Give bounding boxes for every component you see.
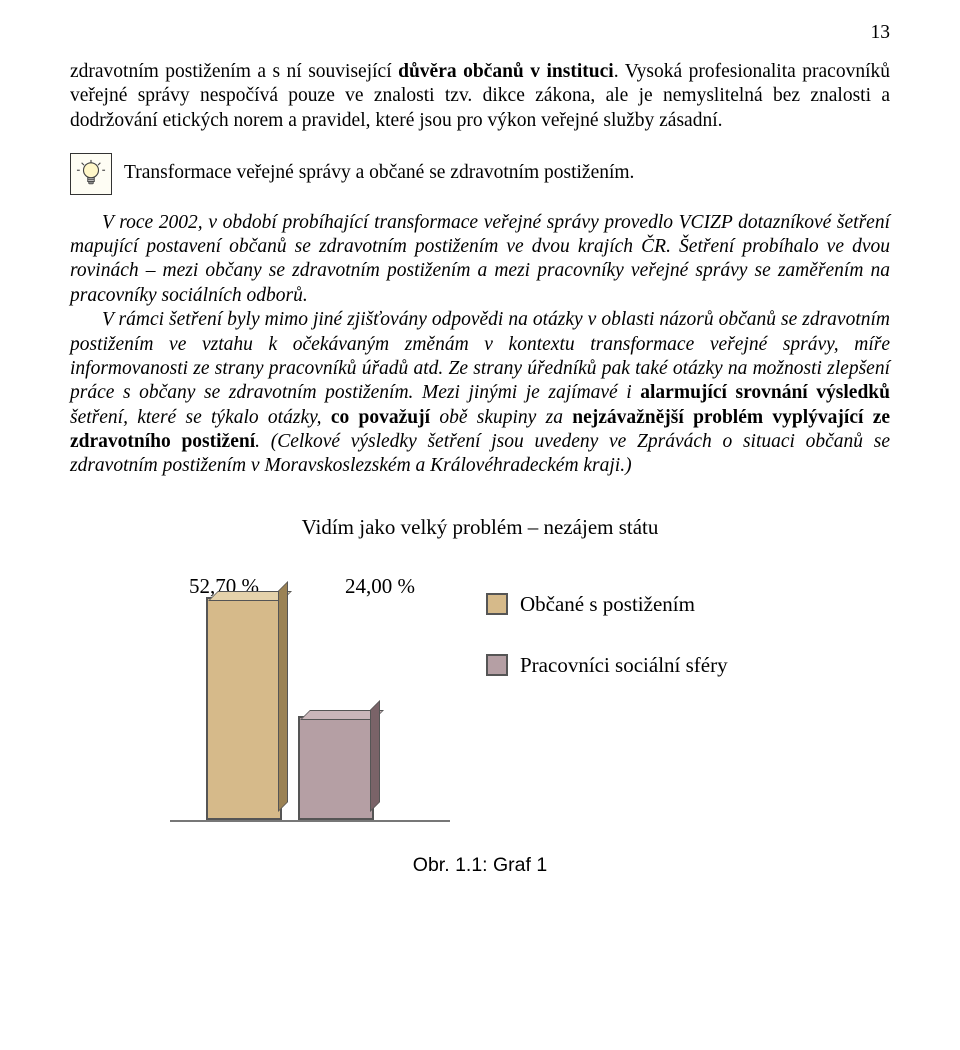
legend: Občané s postižením Pracovníci sociální s…: [486, 592, 728, 714]
bar: [206, 597, 282, 820]
legend-item: Občané s postižením: [486, 592, 728, 617]
text: obě skupiny za: [430, 407, 572, 428]
page-number: 13: [871, 22, 891, 44]
italic-section: V roce 2002, v období probíhající transf…: [70, 211, 890, 479]
bold-text: co považují: [331, 407, 430, 428]
text: šetření, které se týkalo otázky,: [70, 407, 331, 428]
chart-title: Vidím jako velký problém – nezájem státu: [170, 515, 790, 540]
page: 13 zdravotním postižením a s ní souvisej…: [0, 0, 960, 1050]
chart: Vidím jako velký problém – nezájem státu…: [170, 515, 790, 877]
intro-paragraph: zdravotním postižením a s ní související…: [70, 60, 890, 133]
italic-paragraph-1: V roce 2002, v období probíhající transf…: [70, 211, 890, 309]
highlight-row: Transformace veřejné správy a občané se …: [70, 153, 890, 195]
italic-paragraph-2: V rámci šetření byly mimo jiné zjišťován…: [70, 308, 890, 479]
legend-label: Pracovníci sociální sféry: [520, 653, 728, 678]
legend-label: Občané s postižením: [520, 592, 695, 617]
highlight-caption: Transformace veřejné správy a občané se …: [124, 161, 634, 185]
bar: [298, 716, 374, 820]
bold-text: alarmující srovnání výsledků: [640, 382, 890, 403]
chart-area: 52,70 % 24,00 % Občané s postižením Praco…: [170, 578, 790, 822]
legend-swatch: [486, 593, 508, 615]
legend-item: Pracovníci sociální sféry: [486, 653, 728, 678]
text: zdravotním postižením a s ní související: [70, 61, 398, 82]
bars-column: 52,70 % 24,00 %: [170, 578, 450, 822]
bars: [170, 588, 450, 822]
bold-text: důvěra občanů v instituci: [398, 61, 614, 82]
lightbulb-icon: [70, 153, 112, 195]
legend-swatch: [486, 654, 508, 676]
figure-caption: Obr. 1.1: Graf 1: [170, 854, 790, 877]
